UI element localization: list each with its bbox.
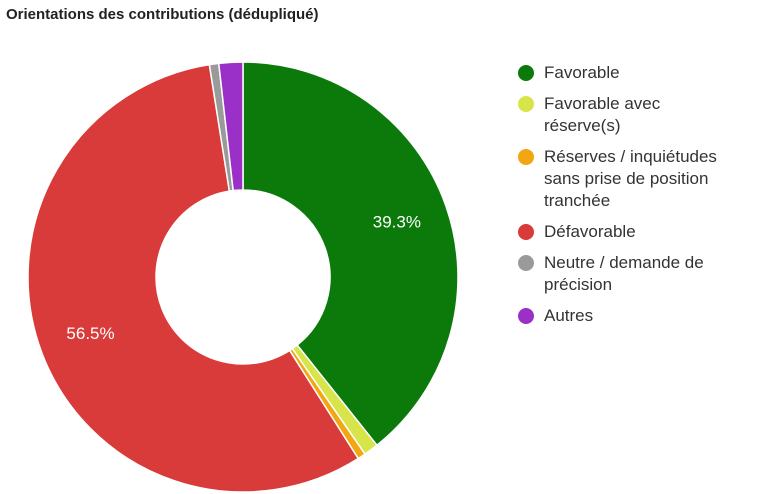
legend-label: Favorable xyxy=(544,63,620,82)
legend-label: Défavorable xyxy=(544,222,636,241)
chart-legend: Favorable Favorable avec réserve(s) Réserv… xyxy=(515,62,768,336)
legend-color-dot xyxy=(518,308,534,324)
legend-item[interactable]: Favorable avec réserve(s) xyxy=(515,93,768,137)
legend-color-dot xyxy=(518,96,534,112)
donut-chart: 39.3% 56.5% xyxy=(27,61,459,493)
legend-item[interactable]: Favorable xyxy=(515,62,768,84)
legend-color-dot xyxy=(518,255,534,271)
legend-label: Neutre / demande de précision xyxy=(544,253,704,294)
legend-color-dot xyxy=(518,149,534,165)
legend-item[interactable]: Défavorable xyxy=(515,221,768,243)
slice-data-label: 39.3% xyxy=(373,213,421,232)
legend-color-dot xyxy=(518,224,534,240)
slice-data-label: 56.5% xyxy=(66,324,114,343)
legend-item[interactable]: Réserves / inquiétudes sans prise de pos… xyxy=(515,146,768,212)
pie-slice[interactable] xyxy=(242,61,459,447)
chart-title: Orientations des contributions (dédupliq… xyxy=(6,6,319,23)
pie-slice[interactable] xyxy=(27,63,360,493)
legend-item[interactable]: Autres xyxy=(515,305,768,327)
legend-item[interactable]: Neutre / demande de précision xyxy=(515,252,768,296)
legend-color-dot xyxy=(518,65,534,81)
legend-label: Favorable avec réserve(s) xyxy=(544,94,661,135)
pie-slice[interactable] xyxy=(217,61,244,192)
legend-label: Autres xyxy=(544,306,594,325)
legend-label: Réserves / inquiétudes sans prise de pos… xyxy=(544,147,717,210)
